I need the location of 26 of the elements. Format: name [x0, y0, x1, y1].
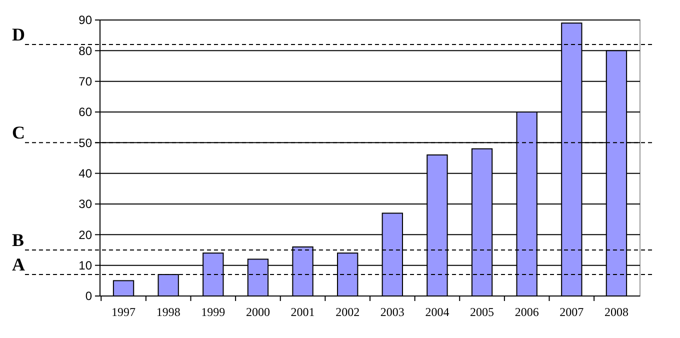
- y-tick-label: 60: [78, 105, 92, 120]
- y-tick-label: 20: [78, 228, 92, 242]
- x-tick-label: 2004: [425, 305, 450, 319]
- y-tick-label: 70: [78, 74, 92, 89]
- x-tick-label: 1999: [201, 305, 226, 319]
- x-tick-label: 2007: [560, 305, 584, 319]
- x-tick-label: 1997: [112, 305, 136, 319]
- ref-line-label: A: [12, 254, 25, 275]
- x-tick-label: 2008: [604, 305, 628, 319]
- x-tick-label: 2006: [514, 305, 539, 319]
- x-tick-label: 2000: [246, 305, 270, 319]
- y-tick-label: 90: [78, 13, 92, 28]
- y-tick-label: 10: [78, 258, 92, 273]
- bar: [112, 280, 134, 296]
- y-tick-label: 80: [78, 44, 92, 58]
- x-tick-label: 2003: [380, 305, 404, 319]
- y-tick-label: 30: [78, 197, 92, 212]
- ref-line-label: C: [12, 122, 25, 143]
- ref-line-label: B: [12, 230, 24, 250]
- x-tick-label: 2001: [290, 305, 315, 319]
- x-tick-label: 1998: [156, 305, 180, 319]
- ref-line-label: D: [12, 24, 25, 45]
- y-tick-label: 40: [78, 166, 92, 181]
- x-tick-label: 2005: [470, 305, 494, 319]
- x-tick-label: 2002: [336, 305, 360, 319]
- y-tick-label: 0: [85, 289, 92, 304]
